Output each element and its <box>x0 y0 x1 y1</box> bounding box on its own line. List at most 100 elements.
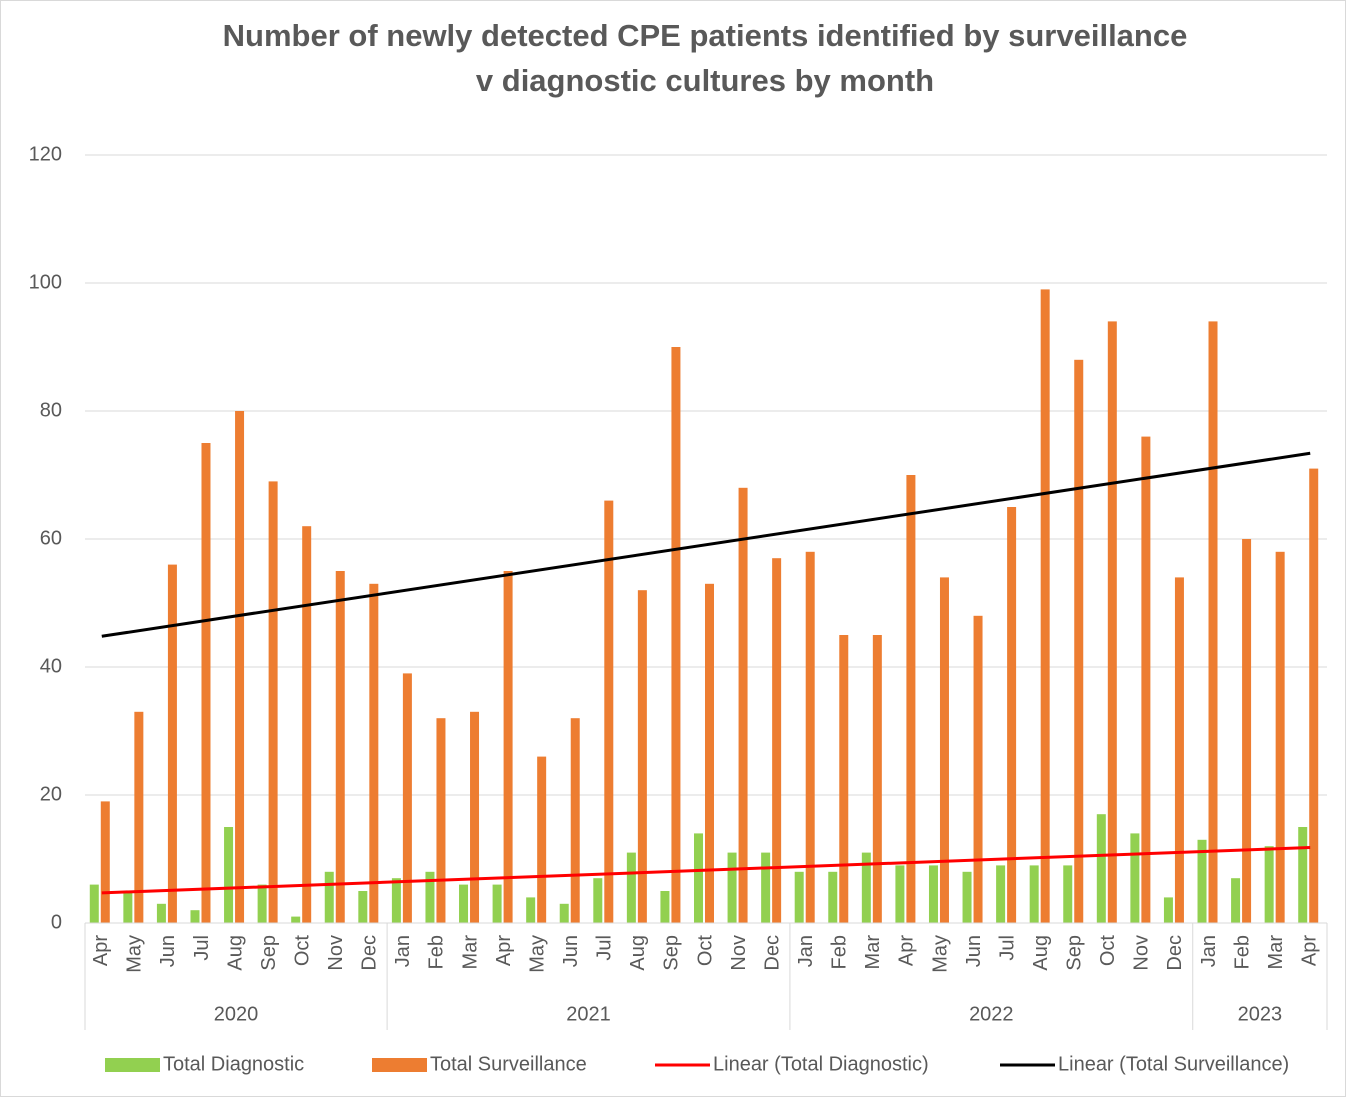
legend-label: Linear (Total Diagnostic) <box>713 1053 929 1075</box>
bar <box>761 852 771 923</box>
bar <box>526 897 536 923</box>
bar <box>1096 814 1106 923</box>
bar <box>1231 878 1241 923</box>
bar <box>872 635 882 923</box>
x-tick-label: May <box>526 935 548 973</box>
x-tick-label: Sep <box>1064 935 1086 971</box>
legend-label: Total Diagnostic <box>163 1053 304 1075</box>
bar <box>738 487 748 923</box>
bar <box>828 871 838 923</box>
x-tick-label: Nov <box>1131 935 1153 971</box>
bar <box>224 827 234 923</box>
x-tick-label: Dec <box>1164 935 1186 971</box>
x-tick-label: Jun <box>560 935 582 967</box>
x-tick-label: Jul <box>594 935 616 961</box>
bar <box>962 871 972 923</box>
bar <box>492 884 502 923</box>
y-tick-label: 120 <box>29 143 62 165</box>
bar <box>324 871 334 923</box>
bar <box>291 916 301 923</box>
bar <box>1242 539 1252 923</box>
bar <box>201 443 211 923</box>
bar <box>626 852 636 923</box>
bar <box>694 833 703 923</box>
bar <box>805 551 815 923</box>
group-label: 2020 <box>214 1003 259 1025</box>
bar <box>839 635 849 923</box>
bar <box>100 801 110 923</box>
bar <box>996 865 1006 923</box>
bar <box>1107 321 1117 923</box>
bar <box>570 718 580 923</box>
bar <box>1130 833 1140 923</box>
bar <box>134 711 144 923</box>
x-tick-label: Dec <box>359 935 381 971</box>
bar <box>302 526 312 923</box>
bar <box>123 891 133 923</box>
bar <box>1163 897 1173 923</box>
chart-title: Number of newly detected CPE patients id… <box>223 18 1188 53</box>
bar <box>705 583 714 923</box>
bar <box>1208 321 1218 923</box>
bar <box>1298 827 1308 923</box>
bar <box>1264 846 1274 923</box>
bar <box>268 481 278 923</box>
x-tick-label: Oct <box>694 935 716 967</box>
bar <box>537 756 547 923</box>
bar <box>906 475 916 923</box>
bar <box>1275 551 1285 923</box>
x-tick-label: Dec <box>761 935 783 971</box>
bar <box>391 878 401 923</box>
x-tick-label: Feb <box>1231 935 1253 969</box>
legend-label: Total Surveillance <box>430 1053 587 1075</box>
bar <box>794 871 804 923</box>
bar <box>1029 865 1039 923</box>
x-tick-label: Feb <box>829 935 851 969</box>
trendline <box>101 845 1311 895</box>
bar <box>1309 468 1319 923</box>
x-tick-label: Jan <box>1198 935 1220 967</box>
bar <box>928 865 938 923</box>
bar <box>660 891 670 923</box>
x-tick-label: Feb <box>426 935 448 969</box>
bar <box>335 571 345 923</box>
bar <box>1197 839 1207 923</box>
bar <box>1007 507 1017 923</box>
x-tick-label: Apr <box>90 935 112 966</box>
legend-swatch <box>372 1058 427 1072</box>
group-label: 2021 <box>566 1003 611 1025</box>
x-tick-label: Oct <box>1097 935 1119 967</box>
x-tick-label: Jul <box>191 935 213 961</box>
bar <box>895 865 905 923</box>
x-tick-label: Apr <box>1298 935 1320 966</box>
bar <box>459 884 469 923</box>
bar <box>772 558 782 923</box>
x-tick-label: Apr <box>493 935 515 966</box>
x-tick-label: Jun <box>963 935 985 967</box>
x-tick-label: Jul <box>996 935 1018 961</box>
bar <box>637 590 647 923</box>
x-tick-label: Jan <box>392 935 414 967</box>
bar <box>593 878 603 923</box>
legend-label: Linear (Total Surveillance) <box>1058 1053 1289 1075</box>
y-tick-label: 100 <box>29 271 62 293</box>
x-tick-label: Sep <box>258 935 280 971</box>
x-tick-label: Nov <box>728 935 750 971</box>
x-tick-label: Jan <box>795 935 817 967</box>
bar <box>973 615 983 923</box>
bar <box>1063 865 1073 923</box>
y-tick-label: 0 <box>51 911 62 933</box>
bar <box>671 347 681 923</box>
bar <box>503 571 513 923</box>
x-tick-label: Oct <box>291 935 313 967</box>
legend-swatch <box>105 1058 160 1072</box>
bar <box>235 411 245 923</box>
bar <box>156 903 166 923</box>
bar <box>89 884 99 923</box>
x-tick-label: Apr <box>896 935 918 966</box>
bar <box>190 910 200 923</box>
bar <box>559 903 569 923</box>
bar <box>727 852 737 923</box>
bar <box>1174 577 1184 923</box>
bar <box>861 852 871 923</box>
